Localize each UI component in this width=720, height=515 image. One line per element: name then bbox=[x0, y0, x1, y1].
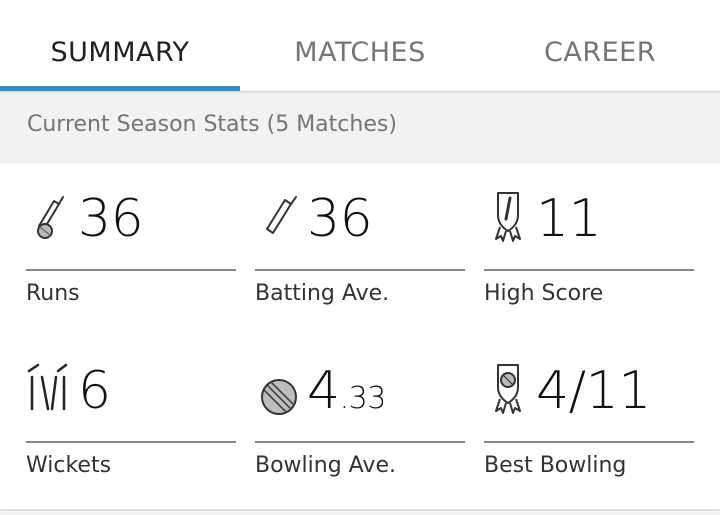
divider bbox=[255, 441, 465, 443]
stat-label: High Score bbox=[484, 281, 604, 306]
cricket-bat-ball-icon bbox=[26, 189, 74, 245]
stat-value: 4/11 bbox=[536, 361, 651, 421]
stats-card: 36 Runs 36 Batting Ave. bbox=[0, 163, 720, 509]
stat-label: Best Bowling bbox=[484, 453, 627, 478]
stat-bowling-average: 4.33 Bowling Ave. bbox=[255, 335, 465, 478]
cricket-ball-icon bbox=[255, 361, 303, 417]
section-title: Current Season Stats (5 Matches) bbox=[27, 112, 397, 137]
stat-label: Wickets bbox=[26, 453, 112, 478]
stat-value: 4.33 bbox=[307, 365, 386, 417]
tab-summary[interactable]: SUMMARY bbox=[50, 37, 190, 68]
tab-bar: SUMMARY MATCHES CAREER bbox=[0, 0, 720, 91]
stat-value: 36 bbox=[78, 189, 144, 249]
bat-shield-award-icon bbox=[484, 189, 532, 245]
tab-bar-shadow bbox=[0, 91, 720, 94]
stat-value: 6 bbox=[78, 361, 111, 421]
stat-value: 36 bbox=[307, 189, 373, 249]
active-tab-indicator bbox=[0, 86, 240, 91]
stat-label: Runs bbox=[26, 281, 80, 306]
stat-value-main: 4 bbox=[307, 361, 340, 421]
divider bbox=[26, 269, 236, 271]
divider bbox=[255, 269, 465, 271]
stat-runs: 36 Runs bbox=[26, 163, 236, 306]
stat-batting-average: 36 Batting Ave. bbox=[255, 163, 465, 306]
wickets-stumps-icon bbox=[26, 361, 74, 417]
stat-label: Bowling Ave. bbox=[255, 453, 396, 478]
stat-high-score: 11 High Score bbox=[484, 163, 694, 306]
tab-matches[interactable]: MATCHES bbox=[294, 37, 426, 68]
stat-label: Batting Ave. bbox=[255, 281, 390, 306]
ball-shield-award-icon bbox=[484, 361, 532, 417]
divider bbox=[26, 441, 236, 443]
cricket-bat-icon bbox=[255, 189, 303, 245]
stat-wickets: 6 Wickets bbox=[26, 335, 236, 478]
divider bbox=[484, 269, 694, 271]
tab-career[interactable]: CAREER bbox=[544, 37, 656, 68]
stat-value: 11 bbox=[536, 189, 602, 249]
stat-value-decimal: .33 bbox=[339, 381, 387, 416]
stat-best-bowling: 4/11 Best Bowling bbox=[484, 335, 694, 478]
divider bbox=[484, 441, 694, 443]
